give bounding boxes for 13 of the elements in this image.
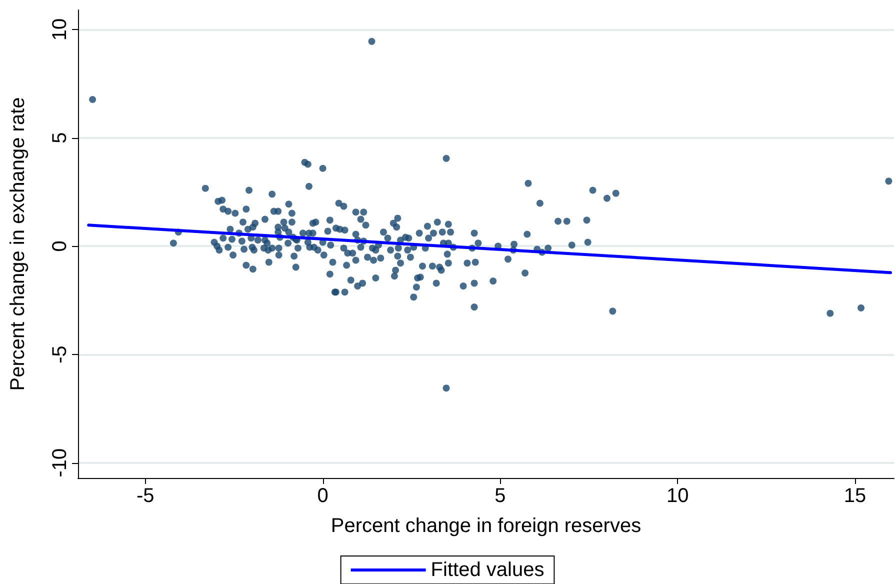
x-tick-label: 10 [666,485,689,507]
legend-label: Fitted values [430,559,544,581]
y-tick-label: -10 [49,448,71,478]
y-tick-label: -5 [49,346,71,364]
x-tick-label: 15 [844,485,866,507]
y-axis-title: Percent change in exchange rate [7,97,29,391]
y-tick-label: 10 [49,18,71,41]
x-tick-label: 5 [494,485,506,507]
x-tick-label: -5 [136,485,154,507]
x-axis-title: Percent change in foreign reserves [330,515,642,537]
y-tick-label: 5 [49,132,71,144]
y-tick-label: 0 [49,240,71,252]
x-tick-label: 0 [317,485,328,507]
